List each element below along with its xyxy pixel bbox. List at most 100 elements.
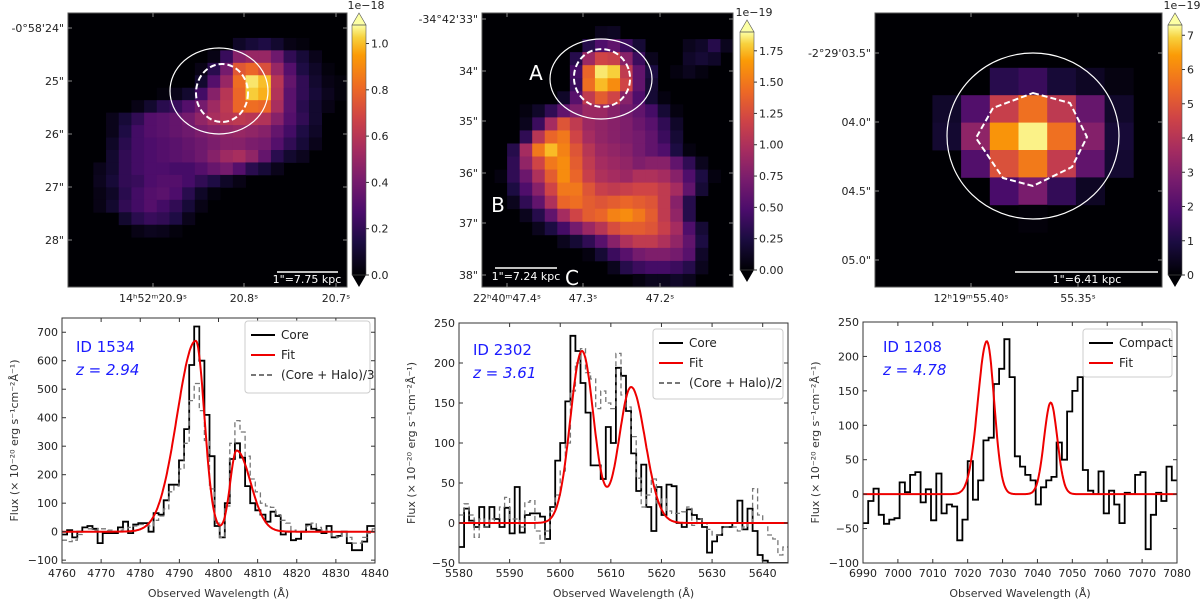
legend-entry: (Core + Halo)/3 — [281, 368, 375, 382]
colorbar-tick-label: 3 — [1187, 166, 1194, 179]
map-pixel — [657, 104, 671, 118]
map-pixel — [620, 130, 633, 144]
y-tick-label: -34°42'33" — [418, 13, 478, 26]
map-pixel — [569, 78, 583, 92]
map-pixel — [670, 156, 684, 170]
map-pixel — [695, 247, 709, 262]
x-tick-label: 4800 — [205, 567, 233, 580]
map-pixel — [695, 260, 709, 275]
x-tick-label: 55.35ˢ — [1060, 292, 1096, 305]
map-pixel — [682, 208, 696, 223]
map-pixel — [106, 125, 120, 138]
map-pixel — [270, 87, 284, 101]
map-pixel — [657, 91, 671, 105]
map-pixel — [144, 224, 158, 238]
map-pixel — [544, 182, 558, 197]
map-pixel — [182, 212, 196, 226]
map-pixel — [645, 247, 659, 262]
map-pixel — [632, 273, 646, 288]
map-pixel — [220, 112, 234, 126]
map-pixel — [283, 100, 297, 114]
map-pixel — [258, 37, 272, 51]
map-pixel — [296, 100, 310, 114]
map-pixel — [532, 182, 546, 197]
map-pixel — [682, 39, 696, 53]
map-pixel — [283, 137, 297, 151]
map-pixel — [131, 125, 145, 138]
map-pixel — [270, 137, 284, 151]
map-pixel — [258, 75, 272, 89]
map-pixel — [670, 130, 684, 144]
map-pixel — [632, 195, 646, 210]
map-pixel — [1075, 122, 1105, 151]
map-pixel — [594, 117, 608, 131]
map-pixel — [620, 104, 633, 118]
map-pixel — [182, 100, 196, 114]
redshift-label: z = 4.78 — [882, 361, 946, 379]
map-pixel — [169, 174, 183, 188]
map-pixel — [607, 208, 621, 223]
map-pixel — [594, 52, 608, 66]
map-pixel — [544, 156, 558, 170]
map-pixel — [169, 150, 183, 163]
map-pixel — [308, 112, 323, 126]
x-tick-label: 4780 — [126, 567, 154, 580]
map-pixel — [232, 150, 246, 163]
map-pixel — [695, 156, 709, 170]
colorbar-extend-max — [351, 12, 367, 26]
x-axis-label: Observed Wavelength (Å) — [553, 587, 694, 600]
x-tick-label: 7060 — [1093, 567, 1121, 580]
map-pixel — [657, 182, 671, 197]
x-tick-label: 7050 — [1058, 567, 1086, 580]
map-pixel — [682, 156, 696, 170]
map-pixel — [670, 234, 684, 249]
map-pixel — [682, 52, 696, 66]
map-pixel — [682, 195, 696, 210]
map-pixel — [632, 156, 646, 170]
map-pixel — [321, 62, 335, 76]
map-pixel — [961, 150, 991, 178]
map-pixel — [169, 137, 183, 151]
map-pixel — [961, 95, 991, 123]
map-pixel — [632, 39, 646, 53]
map-pixel — [670, 117, 684, 131]
map-pixel — [632, 169, 646, 184]
y-tick-label: -0°58'24" — [11, 22, 64, 35]
map-pixel — [657, 247, 671, 262]
map-pixel — [645, 91, 659, 105]
map-pixel — [682, 273, 696, 288]
map-pixel — [169, 100, 183, 114]
region-label: C — [565, 266, 579, 290]
colorbar-tick-label: 6 — [1187, 64, 1194, 77]
map-pixel — [519, 169, 533, 184]
map-pixel — [321, 87, 335, 101]
map-pixel — [144, 199, 158, 213]
map-pixel — [118, 112, 132, 126]
map-pixel — [582, 208, 596, 223]
map-pixel — [670, 143, 684, 157]
map-pixel — [308, 87, 323, 101]
map-pixel — [607, 91, 621, 105]
y-tick-label: 36" — [459, 167, 478, 180]
map-pixel — [131, 224, 145, 238]
map-pixel — [632, 91, 646, 105]
map-pixel — [544, 208, 558, 223]
map-pixel — [682, 182, 696, 197]
map-pixel — [245, 162, 259, 176]
map-pixel — [220, 150, 234, 163]
map-pixel — [670, 260, 684, 275]
legend-entry: Fit — [281, 348, 295, 362]
map-pixel — [645, 195, 659, 210]
map-pixel — [182, 150, 196, 163]
map-pixel — [270, 150, 284, 163]
y-tick-label: 0 — [852, 488, 859, 501]
colorbar — [1168, 25, 1182, 275]
map-pixel — [334, 87, 348, 101]
map-pixel — [695, 65, 709, 79]
map-pixel — [93, 199, 107, 213]
colorbar-tick-label: 1.00 — [759, 139, 784, 152]
map-pixel — [507, 143, 521, 157]
map-pixel — [532, 169, 546, 184]
map-pixel — [607, 104, 621, 118]
colorbar-tick-label: 0.25 — [759, 233, 784, 246]
